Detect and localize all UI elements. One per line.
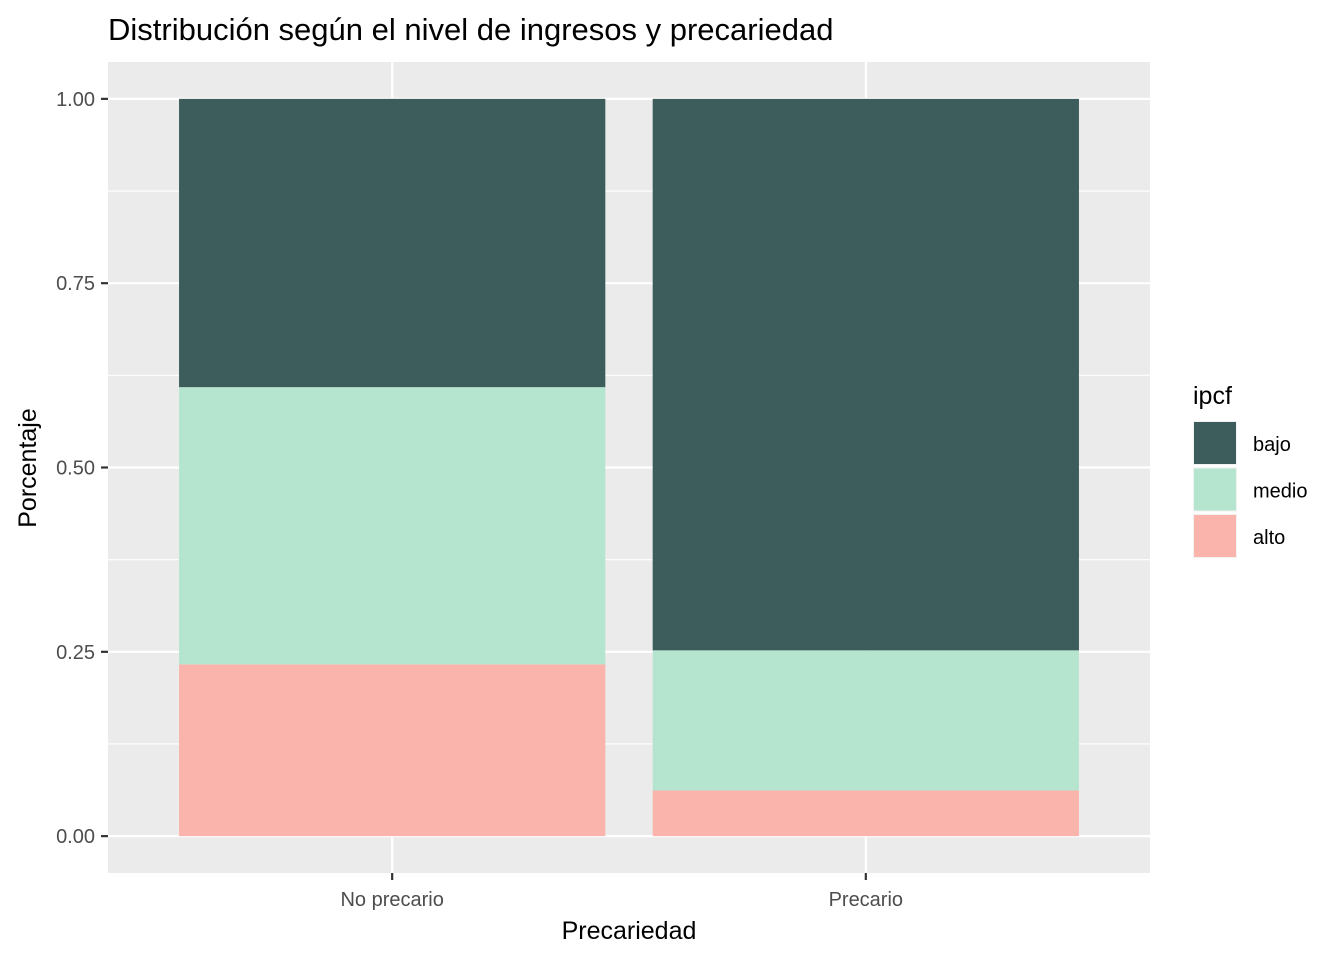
legend-key-medio: [1194, 468, 1236, 511]
legend: ipcf bajo medio alto: [1193, 382, 1307, 558]
legend-title: ipcf: [1193, 382, 1232, 410]
bar-medio-1: [179, 387, 606, 665]
y-tick-label: 0.75: [56, 273, 95, 295]
legend-key-alto: [1194, 515, 1236, 557]
legend-label-bajo: bajo: [1253, 434, 1291, 456]
legend-label-medio: medio: [1253, 481, 1307, 503]
x-axis: No precario Precario: [340, 873, 903, 911]
y-tick-label: 0.00: [56, 826, 95, 848]
y-axis: 0.00 0.25 0.50 0.75 1.00: [56, 89, 108, 848]
x-tick-label: No precario: [340, 889, 443, 911]
bar-medio-2: [652, 650, 1079, 791]
legend-label-alto: alto: [1253, 527, 1285, 549]
bar-bajo-1: [179, 98, 606, 388]
y-axis-title: Porcentaje: [14, 408, 42, 528]
bar-alto-2: [652, 790, 1079, 837]
x-axis-title: Precariedad: [562, 917, 697, 945]
legend-key-bajo: [1194, 422, 1236, 464]
y-tick-label: 1.00: [56, 89, 95, 111]
bars: [179, 98, 1079, 837]
y-tick-label: 0.50: [56, 458, 95, 480]
chart-title: Distribución según el nivel de ingresos …: [108, 12, 833, 47]
bar-bajo-2: [652, 98, 1079, 651]
x-tick-label: Precario: [829, 889, 903, 911]
y-tick-label: 0.25: [56, 642, 95, 664]
bar-alto-1: [179, 664, 606, 837]
